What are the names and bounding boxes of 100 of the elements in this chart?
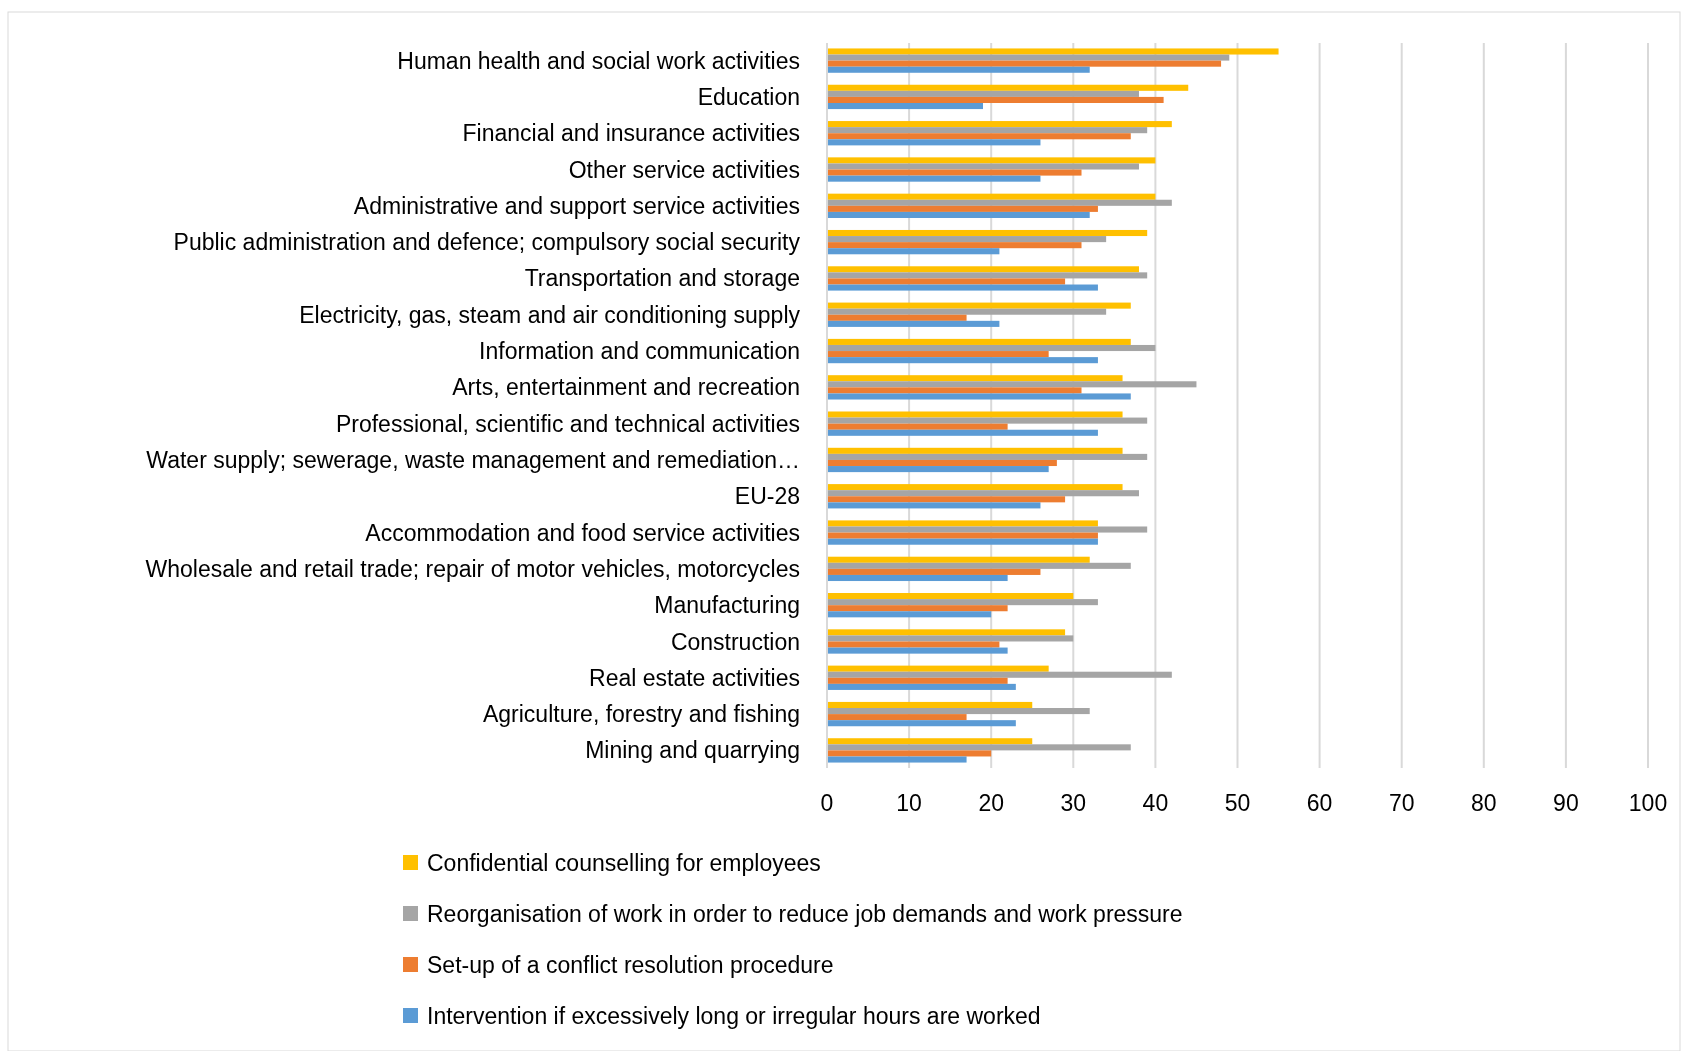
- x-tick-label: 80: [1471, 790, 1497, 816]
- bar: [827, 744, 1131, 751]
- y-tick-label: Real estate activities: [589, 664, 800, 691]
- bar: [827, 538, 1098, 545]
- legend-label: Intervention if excessively long or irregular hours are worked: [427, 1003, 1041, 1030]
- bar: [827, 338, 1131, 345]
- bar: [827, 60, 1222, 67]
- x-tick-label: 100: [1628, 790, 1668, 816]
- bar: [827, 611, 992, 618]
- bar: [827, 532, 1098, 539]
- x-tick-label: 40: [1142, 790, 1169, 816]
- legend-label: Confidential counselling for employees: [427, 850, 821, 877]
- x-tick-label: 70: [1388, 790, 1415, 816]
- bar: [827, 423, 1008, 430]
- bar: [827, 720, 1016, 727]
- y-tick-label: Accommodation and food service activities: [365, 519, 800, 546]
- bar: [827, 417, 1148, 424]
- y-tick-label: Professional, scientific and technical activities: [335, 410, 800, 437]
- bar: [827, 139, 1041, 146]
- bar: [827, 411, 1123, 418]
- bar: [827, 677, 1008, 684]
- bar: [827, 308, 1107, 315]
- bar: [827, 127, 1148, 134]
- legend-label: Set-up of a conflict resolution procedure: [427, 952, 834, 979]
- bar: [827, 738, 1033, 745]
- bar: [827, 387, 1082, 394]
- y-tick-label: EU-28: [734, 483, 800, 510]
- bar: [827, 447, 1123, 454]
- bar: [827, 344, 1156, 352]
- bar: [827, 484, 1123, 491]
- y-tick-label: Mining and quarrying: [585, 737, 800, 764]
- y-tick-label: Public administration and defence; compulsory social security: [173, 229, 801, 256]
- bar: [827, 453, 1148, 460]
- y-tick-label: Other service activities: [568, 156, 800, 183]
- bar: [827, 502, 1041, 509]
- bar: [827, 236, 1107, 243]
- bar: [827, 714, 967, 721]
- bar: [827, 599, 1098, 606]
- bar: [827, 562, 1131, 569]
- bar: [827, 381, 1197, 388]
- bar: [827, 635, 1074, 642]
- x-tick-label: 20: [978, 790, 1004, 816]
- bar: [827, 351, 1049, 358]
- bar: [827, 229, 1148, 237]
- bar: [827, 750, 992, 757]
- y-tick-label: Wholesale and retail trade; repair of motor vehicles, motorcycles: [145, 555, 800, 582]
- bar: [827, 302, 1131, 309]
- bar: [827, 169, 1082, 176]
- bar: [827, 708, 1090, 715]
- bar: [827, 163, 1139, 170]
- bar: [827, 641, 1000, 648]
- bar: [827, 357, 1098, 364]
- bar: [827, 459, 1057, 467]
- bar: [827, 526, 1148, 533]
- y-tick-label: Education: [697, 83, 800, 110]
- y-tick-label: Transportation and storage: [524, 265, 800, 292]
- bar: [827, 701, 1033, 709]
- y-tick-label: Information and communication: [479, 338, 800, 365]
- bar: [827, 568, 1041, 575]
- bar: [827, 48, 1279, 55]
- x-tick-label: 50: [1224, 790, 1251, 816]
- bar: [827, 121, 1172, 128]
- y-tick-label: Manufacturing: [654, 592, 800, 619]
- bar: [827, 605, 1008, 612]
- x-tick-label: 90: [1553, 790, 1579, 816]
- bar: [827, 520, 1098, 527]
- x-tick-label: 10: [896, 790, 922, 816]
- bar: [827, 393, 1131, 400]
- bar: [827, 647, 1008, 654]
- bar: [827, 490, 1139, 497]
- bar: [827, 205, 1098, 212]
- bar: [827, 133, 1131, 140]
- bar: [827, 54, 1230, 61]
- x-tick-label: 0: [820, 790, 834, 816]
- bar: [827, 665, 1049, 672]
- y-tick-label: Agriculture, forestry and fishing: [482, 701, 800, 728]
- bar: [827, 272, 1148, 279]
- bar: [827, 496, 1066, 503]
- bar: [827, 266, 1139, 273]
- bar: [827, 574, 1008, 582]
- x-tick-label: 60: [1306, 790, 1333, 816]
- bar: [827, 66, 1090, 73]
- bar: [827, 278, 1066, 285]
- y-tick-label: Arts, entertainment and recreation: [452, 374, 800, 401]
- y-tick-label: Human health and social work activities: [397, 47, 800, 74]
- bar: [827, 102, 983, 110]
- bar: [827, 84, 1189, 91]
- y-tick-label: Construction: [670, 628, 800, 655]
- bar: [827, 320, 1000, 327]
- bar: [827, 242, 1082, 249]
- bar: [827, 756, 967, 763]
- bar: [827, 157, 1156, 164]
- bar: [827, 96, 1164, 103]
- bar: [827, 683, 1016, 690]
- bar: [827, 671, 1172, 678]
- y-tick-label: Financial and insurance activities: [462, 120, 800, 147]
- bar: [827, 90, 1139, 97]
- bar: [827, 314, 967, 321]
- bar: [827, 556, 1090, 563]
- x-tick-label: 30: [1060, 790, 1087, 816]
